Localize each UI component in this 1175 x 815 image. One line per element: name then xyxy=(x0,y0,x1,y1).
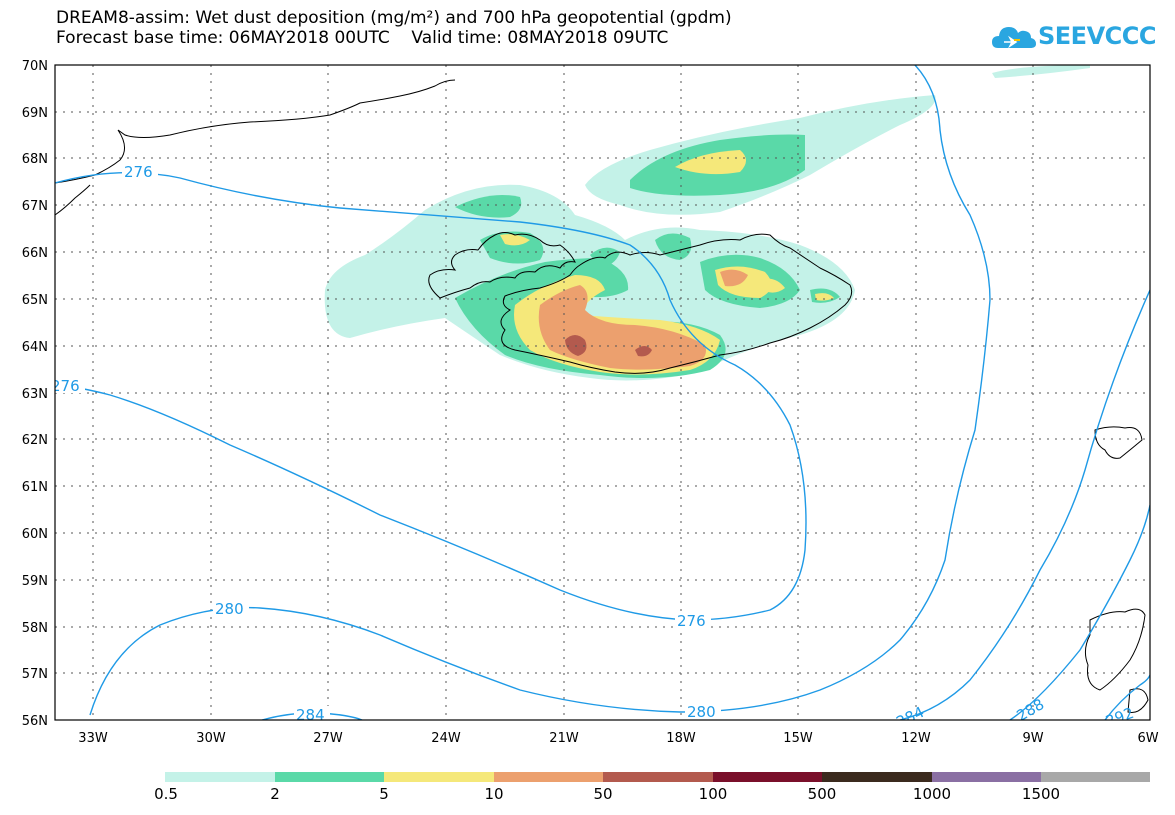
lon-label: 30W xyxy=(196,731,226,746)
legend-label: 1000 xyxy=(912,785,952,803)
lon-label: 27W xyxy=(313,731,343,746)
lon-label: 6W xyxy=(1137,731,1158,746)
contour-label-group: 276 276 276 280 280 284 284 288 292 xyxy=(51,163,1136,731)
lat-label: 62N xyxy=(22,433,48,448)
latitude-labels: 70N 69N 68N 67N 66N 65N 64N 63N 62N 61N … xyxy=(22,59,48,729)
graticule xyxy=(55,65,1150,720)
contour-label: 284 xyxy=(296,706,325,724)
lat-label: 61N xyxy=(22,480,48,495)
legend-swatch xyxy=(1041,772,1150,782)
lon-label: 18W xyxy=(666,731,696,746)
lat-label: 59N xyxy=(22,574,48,589)
lat-label: 69N xyxy=(22,106,48,121)
lon-label: 9W xyxy=(1022,731,1043,746)
lat-label: 57N xyxy=(22,667,48,682)
contour-label: 292 xyxy=(1103,704,1136,731)
contour-label: 280 xyxy=(687,703,716,721)
contour-label: 276 xyxy=(124,163,153,181)
legend-label: 2 xyxy=(270,785,280,803)
coastlines xyxy=(55,79,1149,713)
lon-label: 33W xyxy=(78,731,108,746)
legend-swatch xyxy=(494,772,603,782)
lat-label: 60N xyxy=(22,527,48,542)
legend-label: 500 xyxy=(807,785,837,803)
legend-colorbar xyxy=(165,772,1150,782)
longitude-labels: 33W 30W 27W 24W 21W 18W 15W 12W 9W 6W xyxy=(78,731,1158,746)
lon-label: 21W xyxy=(549,731,579,746)
lat-label: 64N xyxy=(22,340,48,355)
lon-label: 15W xyxy=(783,731,813,746)
contour-label: 276 xyxy=(677,612,706,630)
lat-label: 70N xyxy=(22,59,48,74)
contour-label: 276 xyxy=(51,377,80,395)
lon-label: 12W xyxy=(901,731,931,746)
lat-label: 68N xyxy=(22,152,48,167)
legend-label: 10 xyxy=(484,785,504,803)
legend-label: 5 xyxy=(379,785,389,803)
lat-label: 67N xyxy=(22,199,48,214)
legend-label: 50 xyxy=(593,785,613,803)
legend-swatch xyxy=(275,772,384,782)
title-line-1: DREAM8-assim: Wet dust deposition (mg/m²… xyxy=(56,8,732,28)
title-line-2: Forecast base time: 06MAY2018 00UTC Vali… xyxy=(56,28,669,48)
geopotential-contours xyxy=(55,65,1150,720)
seevccc-logo: SEEVCCC xyxy=(990,18,1157,58)
lat-label: 63N xyxy=(22,387,48,402)
lat-label: 66N xyxy=(22,246,48,261)
map-frame xyxy=(54,64,1151,721)
map-area: 276 276 276 280 280 284 284 288 292 xyxy=(51,65,1150,731)
contour-label: 280 xyxy=(215,600,244,618)
legend-label: 0.5 xyxy=(154,785,178,803)
legend-swatch xyxy=(932,772,1041,782)
legend-swatch xyxy=(165,772,275,782)
legend-swatch xyxy=(713,772,822,782)
lon-label: 24W xyxy=(431,731,461,746)
legend-swatch xyxy=(603,772,713,782)
dust-deposition-field xyxy=(324,65,1090,381)
logo-text: SEEVCCC xyxy=(1038,22,1157,50)
legend-label: 1500 xyxy=(1021,785,1061,803)
map-title: DREAM8-assim: Wet dust deposition (mg/m²… xyxy=(56,8,732,48)
legend-swatch xyxy=(384,772,494,782)
cloud-icon xyxy=(992,27,1036,49)
lat-label: 58N xyxy=(22,621,48,636)
legend-label: 100 xyxy=(698,785,728,803)
lat-label: 65N xyxy=(22,293,48,308)
legend-swatch xyxy=(822,772,932,782)
lat-label: 56N xyxy=(22,714,48,729)
contour-label: 284 xyxy=(893,703,927,731)
